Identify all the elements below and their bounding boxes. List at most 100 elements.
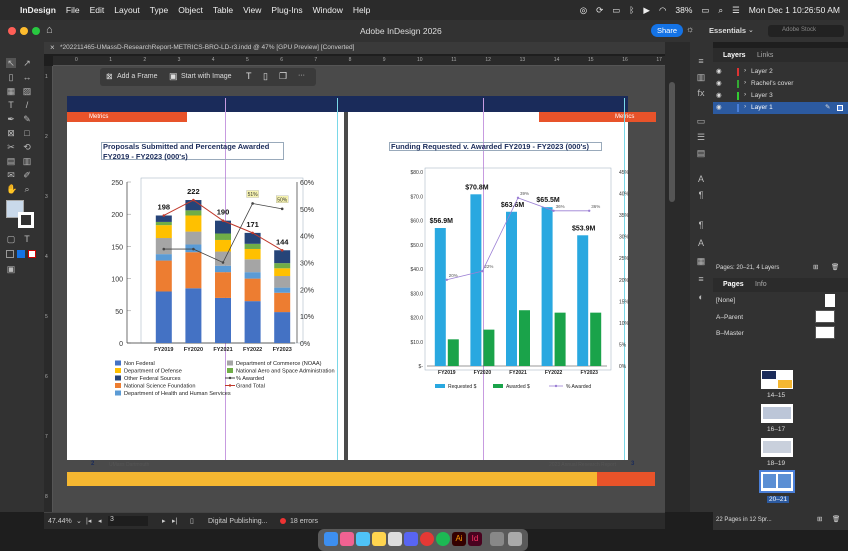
- eye-icon[interactable]: ◉: [716, 92, 722, 99]
- menu-item-object[interactable]: Object: [178, 5, 203, 15]
- metrics-tab-right[interactable]: [539, 112, 656, 122]
- image-icon[interactable]: ▣: [169, 71, 178, 81]
- downloads-icon[interactable]: [490, 532, 504, 546]
- master-none[interactable]: [None]: [716, 297, 736, 304]
- vertical-ruler[interactable]: 1 2 3 4 5 6 7 8: [44, 66, 53, 512]
- spread-thumb-20-21[interactable]: [759, 470, 795, 493]
- document-icon[interactable]: ▯: [263, 71, 268, 81]
- left-page[interactable]: [67, 98, 344, 460]
- add-frame-button[interactable]: Add a Frame: [117, 73, 158, 80]
- spread-thumb-18-19[interactable]: [761, 438, 793, 457]
- finder-icon[interactable]: [324, 532, 338, 546]
- next-page-button[interactable]: ▸: [162, 518, 166, 525]
- horizontal-ruler[interactable]: 0 1 2 3 4 5 6 7 8 9 10 11 12 13 14 15 16 17: [53, 56, 665, 66]
- master-b-thumb[interactable]: [815, 326, 835, 339]
- properties-icon[interactable]: ≡: [698, 56, 704, 66]
- share-button[interactable]: Share: [651, 24, 684, 37]
- character-styles-icon[interactable]: A: [697, 174, 704, 184]
- gradient-feather-tool-icon[interactable]: ▥: [22, 156, 32, 166]
- pen-tool-icon[interactable]: ✒: [7, 114, 15, 124]
- stroke-swatch[interactable]: [18, 212, 34, 228]
- master-a-parent[interactable]: A–Parent: [716, 314, 744, 321]
- tab-info[interactable]: Info: [755, 281, 767, 288]
- document-icon[interactable]: ▯: [190, 518, 194, 525]
- delete-layer-icon[interactable]: 🗑: [831, 264, 840, 271]
- trash-icon[interactable]: [508, 532, 522, 546]
- zoom-tool-icon[interactable]: ⌕: [24, 184, 30, 194]
- spread-thumb-14-15[interactable]: [761, 370, 793, 389]
- add-frame-icon[interactable]: ⊠: [106, 72, 113, 81]
- search-icon[interactable]: ⌕: [718, 4, 724, 15]
- gradient-tool-icon[interactable]: ▤: [6, 156, 16, 166]
- character-icon[interactable]: A: [697, 238, 704, 248]
- swatches-icon[interactable]: ▤: [696, 148, 706, 158]
- gap-tool-icon[interactable]: ↔: [22, 72, 32, 82]
- display-icon[interactable]: ▭: [612, 4, 621, 15]
- preflight-profile[interactable]: Digital Publishing...: [208, 518, 268, 525]
- preflight-errors[interactable]: 18 errors: [290, 518, 319, 525]
- apply-none-swatch[interactable]: [28, 250, 36, 258]
- chevron-down-icon[interactable]: ⌄: [76, 518, 82, 525]
- wifi-icon[interactable]: ◠: [658, 4, 667, 15]
- more-options-button[interactable]: ···: [298, 72, 305, 79]
- free-transform-tool-icon[interactable]: ⟲: [23, 142, 31, 152]
- metrics-tab-left[interactable]: [67, 112, 187, 122]
- content-collector-icon[interactable]: ▦: [6, 86, 16, 96]
- menu-item-window[interactable]: Window: [312, 5, 343, 15]
- home-icon[interactable]: ⌂: [46, 24, 53, 36]
- zoom-window-button[interactable]: [32, 27, 40, 35]
- menu-item-table[interactable]: Table: [212, 5, 234, 15]
- close-tab-icon[interactable]: ×: [50, 43, 55, 52]
- selection-tool-icon[interactable]: ↖: [6, 58, 16, 68]
- content-placer-icon[interactable]: ▨: [22, 86, 32, 96]
- chevron-right-icon[interactable]: ›: [744, 79, 747, 86]
- discord-icon[interactable]: [404, 532, 418, 546]
- menu-item-plugins[interactable]: Plug-Ins: [271, 5, 303, 15]
- menu-item-type[interactable]: Type: [149, 5, 169, 15]
- color-icon[interactable]: ◐: [698, 292, 704, 302]
- hand-tool-icon[interactable]: ✋: [6, 184, 18, 194]
- delete-page-icon[interactable]: 🗑: [832, 516, 841, 523]
- line-tool-icon[interactable]: /: [25, 100, 29, 110]
- apply-gradient-swatch[interactable]: [17, 250, 25, 258]
- battery-icon[interactable]: ▭: [701, 4, 710, 15]
- chevron-right-icon[interactable]: ›: [744, 67, 747, 74]
- master-b-master[interactable]: B–Master: [716, 330, 744, 337]
- sync-icon[interactable]: ⟳: [596, 4, 604, 15]
- lightbulb-icon[interactable]: ☼: [686, 24, 695, 34]
- right-chart-title-frame[interactable]: [389, 142, 602, 151]
- creative-cloud-icon[interactable]: ◎: [579, 4, 588, 15]
- chevron-right-icon[interactable]: ›: [744, 91, 747, 98]
- glyphs-icon[interactable]: ¶: [698, 220, 704, 230]
- menu-item-layout[interactable]: Layout: [114, 5, 140, 15]
- spread-thumb-16-17[interactable]: [761, 404, 793, 423]
- formatting-affects-text-icon[interactable]: T: [24, 234, 30, 244]
- notes-icon[interactable]: [372, 532, 386, 546]
- copy-icon[interactable]: ❐: [279, 71, 288, 81]
- first-page-button[interactable]: |◂: [86, 518, 92, 525]
- apply-color-swatch[interactable]: [6, 250, 14, 258]
- pencil-tool-icon[interactable]: ✎: [23, 114, 31, 124]
- prev-page-button[interactable]: ◂: [98, 518, 102, 525]
- scissors-tool-icon[interactable]: ✂: [7, 142, 15, 152]
- spotify-icon[interactable]: [436, 532, 450, 546]
- zoom-level[interactable]: 47.44%: [48, 518, 72, 525]
- layer-row-layer-2[interactable]: ◉ › Layer 2: [713, 66, 848, 78]
- pasteboard[interactable]: Metrics Metrics Proposals Submitted and …: [53, 66, 665, 512]
- play-icon[interactable]: ▶: [643, 4, 650, 15]
- layers-icon[interactable]: ☰: [696, 132, 706, 142]
- page-number-field[interactable]: 3: [108, 516, 148, 526]
- tab-pages[interactable]: Pages: [723, 281, 744, 288]
- document-tab[interactable]: × *202211465-UMassD-ResearchReport-METRI…: [44, 42, 684, 54]
- page-tool-icon[interactable]: ▯: [8, 72, 14, 82]
- layer-row-rachels-cover[interactable]: ◉ › Rachel's cover: [713, 78, 848, 90]
- menu-item-help[interactable]: Help: [352, 5, 371, 15]
- chevron-right-icon[interactable]: ›: [744, 103, 747, 110]
- stroke-icon[interactable]: ≡: [698, 274, 704, 284]
- minimize-window-button[interactable]: [20, 27, 28, 35]
- menu-item-view[interactable]: View: [243, 5, 262, 15]
- bluetooth-icon[interactable]: ᛒ: [629, 5, 635, 15]
- tab-links[interactable]: Links: [757, 52, 774, 59]
- cc-libraries-icon[interactable]: ▥: [696, 72, 706, 82]
- indesign-icon[interactable]: Id: [468, 532, 482, 546]
